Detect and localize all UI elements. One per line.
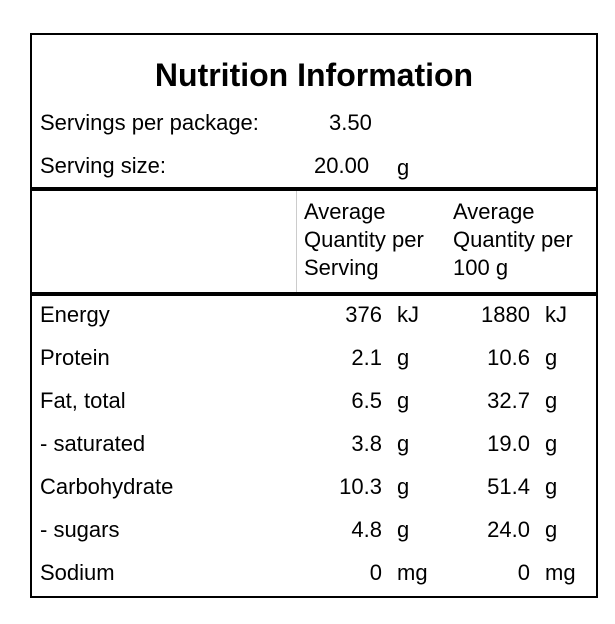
column-header-per-100g: Average Quantity per 100 g: [453, 198, 573, 282]
per-serving-value: 6.5: [351, 388, 382, 413]
nutrient-name: Energy: [40, 302, 110, 327]
serving-size-label: Serving size:: [40, 153, 166, 178]
per-100g-value: 24.0: [487, 517, 530, 542]
per-serving-unit: g: [397, 474, 410, 499]
per-serving-unit: g: [397, 431, 410, 456]
per-serving-value: 0: [369, 560, 382, 585]
header-line: Quantity per: [453, 227, 573, 252]
per-100g-value: 0: [517, 560, 530, 585]
per-100g-unit: g: [545, 345, 558, 370]
nutrient-name: Fat, total: [40, 388, 126, 413]
header-line: Serving: [304, 255, 379, 280]
header-line: Quantity per: [304, 227, 424, 252]
nutrition-panel: Nutrition Information Servings per packa…: [30, 33, 598, 598]
per-serving-value: 3.8: [351, 431, 382, 456]
per-serving-unit: g: [397, 388, 410, 413]
per-100g-unit: kJ: [545, 302, 567, 327]
per-100g-unit: g: [545, 517, 558, 542]
column-divider: [296, 191, 297, 292]
serving-size-unit: g: [397, 155, 410, 180]
per-serving-value: 2.1: [351, 345, 382, 370]
nutrient-name: Carbohydrate: [40, 474, 174, 499]
nutrient-name: Sodium: [40, 560, 115, 585]
header-line: Average: [304, 199, 386, 224]
per-100g-value: 19.0: [487, 431, 530, 456]
per-serving-value: 4.8: [351, 517, 382, 542]
per-100g-value: 32.7: [487, 388, 530, 413]
column-header-per-serving: Average Quantity per Serving: [304, 198, 424, 282]
per-serving-unit: mg: [397, 560, 428, 585]
per-100g-unit: g: [545, 431, 558, 456]
divider: [32, 187, 596, 191]
per-100g-value: 10.6: [487, 345, 530, 370]
serving-size-value: 20.00: [314, 153, 370, 178]
divider: [32, 292, 596, 296]
nutrient-name: Protein: [40, 345, 110, 370]
per-100g-value: 1880: [481, 302, 530, 327]
per-serving-value: 10.3: [339, 474, 382, 499]
per-100g-unit: mg: [545, 560, 576, 585]
servings-value: 3.50: [329, 110, 372, 135]
nutrient-name: - saturated: [40, 431, 146, 456]
panel-title: Nutrition Information: [154, 57, 474, 93]
header-line: Average: [453, 199, 535, 224]
nutrient-name: - sugars: [40, 517, 120, 542]
servings-label: Servings per package:: [40, 110, 259, 135]
per-100g-unit: g: [545, 474, 558, 499]
per-100g-unit: g: [545, 388, 558, 413]
per-serving-value: 376: [345, 302, 382, 327]
header-line: 100 g: [453, 255, 509, 280]
per-serving-unit: kJ: [397, 302, 419, 327]
per-serving-unit: g: [397, 345, 410, 370]
per-100g-value: 51.4: [487, 474, 530, 499]
per-serving-unit: g: [397, 517, 410, 542]
